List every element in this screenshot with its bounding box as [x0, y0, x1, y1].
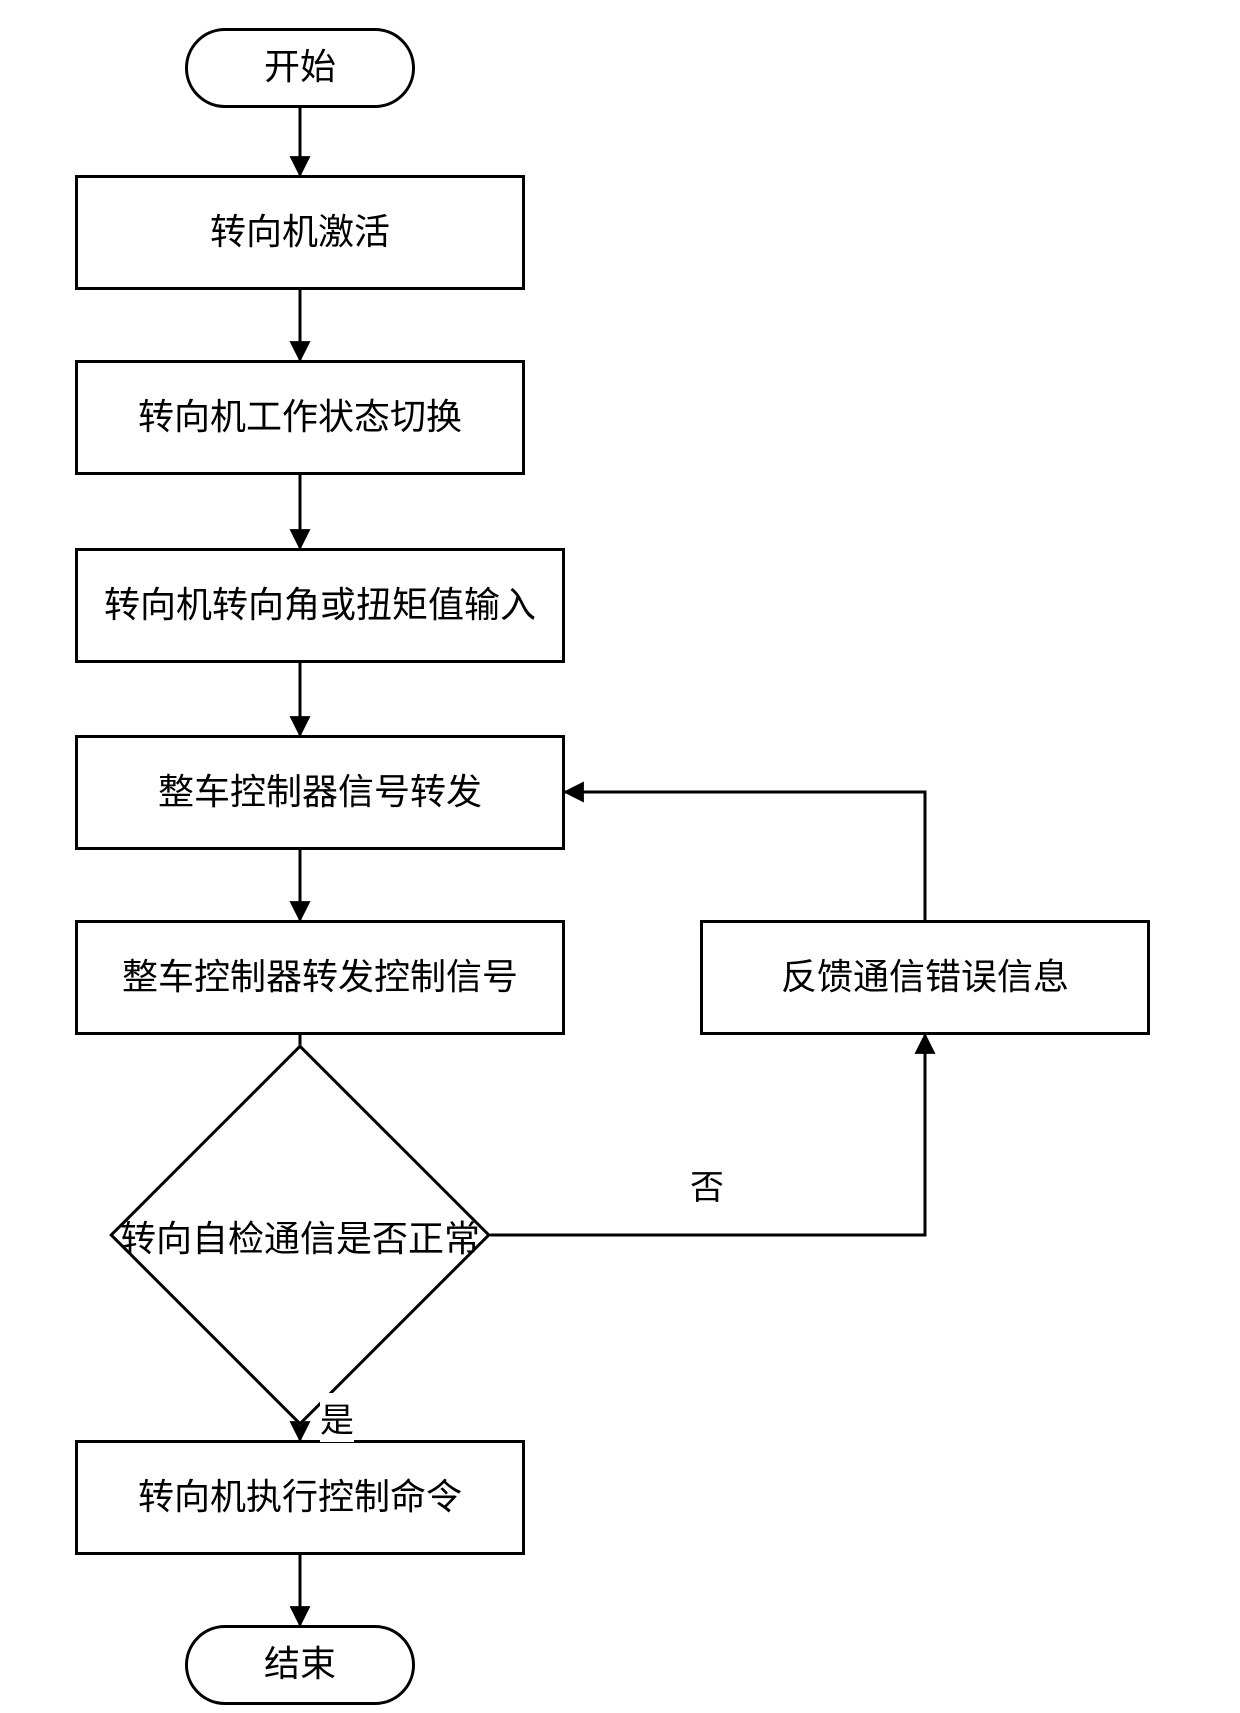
process-activate: 转向机激活 [75, 175, 525, 290]
process-switch-state: 转向机工作状态切换 [75, 360, 525, 475]
end-terminator: 结束 [185, 1625, 415, 1705]
process-forward-signal: 整车控制器信号转发 [75, 735, 565, 850]
process-input-value: 转向机转向角或扭矩值输入 [75, 548, 565, 663]
edge-label-no: 否 [690, 1160, 724, 1209]
process-forward-ctrl: 整车控制器转发控制信号 [75, 920, 565, 1035]
decision-selfcheck [109, 1044, 491, 1426]
flowchart-canvas: 开始 转向机激活 转向机工作状态切换 转向机转向角或扭矩值输入 整车控制器信号转… [0, 0, 1240, 1713]
start-terminator: 开始 [185, 28, 415, 108]
process-execute-cmd: 转向机执行控制命令 [75, 1440, 525, 1555]
process-feedback-error: 反馈通信错误信息 [700, 920, 1150, 1035]
edge-label-yes: 是 [320, 1393, 354, 1442]
